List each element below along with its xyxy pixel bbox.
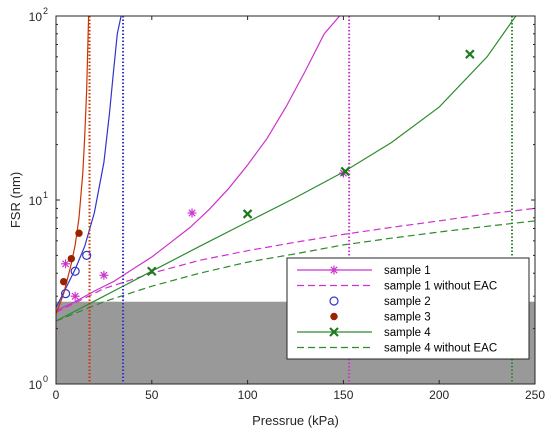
x-tick-label: 250 (525, 388, 545, 402)
legend-marker-swatch (329, 265, 339, 275)
series-line-0 (56, 16, 341, 312)
series-line-9 (56, 220, 535, 322)
legend-marker-swatch (329, 327, 339, 337)
x-axis-label: Pressrue (kPa) (252, 413, 339, 428)
data-point-4-1 (70, 266, 80, 276)
data-point-8-2-stroke (340, 166, 351, 177)
data-point-4-2 (82, 250, 92, 260)
data-point-1-0 (61, 259, 71, 269)
data-point-6-1-dot (67, 254, 76, 263)
data-point-1-3-stroke (188, 209, 196, 217)
series-line-7 (56, 16, 517, 322)
data-point-8-1 (242, 209, 253, 219)
series-line-3 (56, 16, 122, 308)
series-line-2 (56, 207, 535, 313)
legend-entry: sample 3 (330, 312, 431, 324)
x-tick-label: 0 (53, 388, 60, 402)
y-tick-exponent: 1 (43, 190, 48, 200)
y-axis-label: FSR (nm) (8, 172, 23, 228)
y-tick-label: 10 (29, 378, 43, 392)
legend-marker-swatch (330, 312, 338, 321)
data-point-6-1 (67, 254, 76, 263)
legend-label: sample 1 (384, 265, 431, 277)
legend-label: sample 2 (384, 296, 431, 308)
legend-entry: sample 4 without EAC (297, 343, 497, 355)
legend-entry: sample 1 without EAC (297, 281, 497, 293)
x-tick-label: 50 (145, 388, 159, 402)
x-tick-label: 150 (333, 388, 353, 402)
data-point-1-1-stroke (71, 292, 79, 300)
data-point-1-3 (187, 208, 197, 218)
legend-marker-swatch-stroke (330, 266, 338, 274)
data-point-1-1 (70, 291, 80, 301)
data-point-4-0 (60, 288, 71, 299)
data-point-8-3 (465, 49, 475, 59)
legend-marker-swatch (329, 296, 339, 306)
data-point-6-0 (59, 277, 68, 286)
data-point-8-3-stroke (465, 49, 475, 59)
data-point-1-2 (99, 270, 109, 280)
data-point-8-0-stroke (147, 266, 157, 277)
data-point-6-2 (75, 229, 83, 237)
legend-label: sample 3 (384, 312, 431, 324)
data-point-1-2-stroke (100, 271, 108, 279)
legend-marker-swatch-dot (330, 312, 338, 321)
legend-box (286, 257, 530, 360)
x-tick-label: 200 (429, 388, 449, 402)
data-point-8-1-stroke (242, 209, 253, 219)
data-point-4-1-ring (70, 266, 80, 276)
data-point-4-0-ring (60, 288, 71, 299)
legend-entry: sample 1 (297, 265, 431, 277)
y-tick-label: 10 (29, 10, 43, 24)
legend-entry: sample 2 (329, 296, 431, 308)
y-tick-exponent: 2 (43, 6, 48, 16)
legend-label: sample 4 (384, 327, 431, 339)
data-point-8-0 (147, 266, 157, 277)
data-point-6-0-dot (59, 277, 68, 286)
data-point-1-0-stroke (61, 260, 70, 268)
legend-entry: sample 4 (297, 327, 431, 339)
legend-label: sample 4 without EAC (384, 343, 497, 355)
legend-marker-swatch-ring (329, 296, 339, 306)
data-point-4-2-ring (82, 250, 92, 260)
data-point-8-2 (340, 166, 351, 177)
y-tick-exponent: 0 (43, 374, 48, 384)
data-point-6-2-dot (75, 229, 83, 237)
legend-label: sample 1 without EAC (384, 281, 497, 293)
legend-marker-swatch-stroke (329, 327, 339, 337)
y-tick-label: 10 (29, 194, 43, 208)
x-tick-label: 100 (238, 388, 258, 402)
